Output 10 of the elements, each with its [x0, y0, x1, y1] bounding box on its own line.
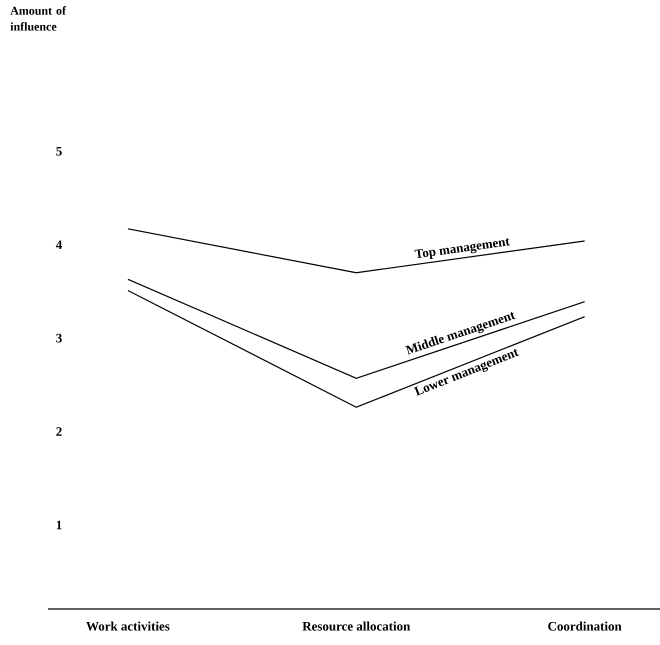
x-tick-label: Work activities	[86, 622, 170, 631]
y-tick-label: 3	[56, 334, 62, 342]
y-tick-label: 1	[56, 520, 62, 530]
y-tick-label: 4	[56, 240, 62, 249]
x-tick-label: Resource allocation	[302, 622, 410, 631]
text: Top management	[414, 238, 510, 260]
y-tick-label: 2	[56, 427, 62, 436]
x-tick-label: Coordination	[548, 622, 622, 631]
text: Amount of influence	[10, 6, 66, 31]
y-tick-label: 5	[56, 146, 62, 156]
